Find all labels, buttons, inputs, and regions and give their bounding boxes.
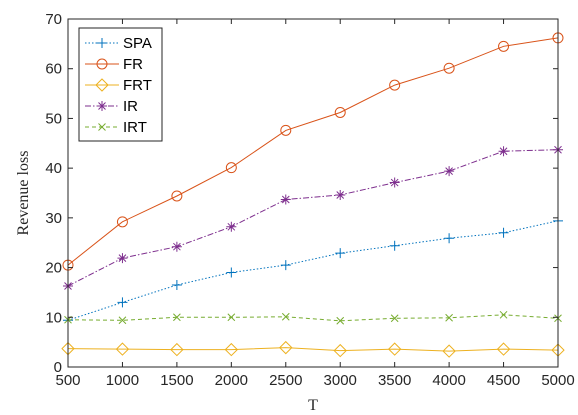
series-fr	[62, 32, 564, 271]
data-point-irt	[499, 310, 508, 319]
x-tick-label: 500	[55, 372, 80, 389]
series-line-frt	[67, 347, 559, 352]
data-point-spa	[389, 240, 400, 251]
legend-item-fr: FR	[85, 56, 143, 73]
legend-label: SPA	[123, 35, 152, 52]
data-point-spa	[498, 227, 509, 238]
data-point-ir	[226, 221, 237, 232]
data-point-irt	[281, 312, 290, 321]
legend-item-frt: FRT	[85, 77, 152, 94]
x-tick-label: 3500	[378, 372, 411, 389]
y-tick-label: 70	[45, 11, 62, 28]
data-point-frt	[442, 344, 456, 358]
legend-item-spa: SPA	[85, 35, 152, 52]
data-point-irt	[445, 313, 453, 322]
legend-label: FR	[123, 56, 143, 73]
data-point-spa	[117, 297, 128, 308]
series-line-fr	[67, 37, 559, 266]
legend-item-ir: IR	[85, 98, 138, 115]
x-axis-label: T	[308, 397, 318, 414]
data-point-ir	[498, 146, 509, 157]
data-point-irt	[390, 314, 399, 323]
y-tick-label: 50	[45, 110, 62, 127]
series-line-spa	[67, 220, 559, 321]
data-point-frt	[333, 343, 347, 358]
data-point-ir	[389, 177, 400, 188]
data-point-fr	[498, 40, 510, 52]
data-point-fr	[225, 162, 237, 174]
x-tick-label: 4000	[432, 372, 465, 389]
x-tick-label: 2000	[215, 372, 248, 389]
y-axis-label: Revenue loss	[15, 151, 32, 236]
data-point-frt	[115, 342, 130, 356]
data-point-frt	[170, 342, 184, 357]
x-tick-label: 5000	[541, 372, 574, 389]
y-tick-label: 0	[54, 359, 62, 376]
x-tick-label: 3000	[324, 372, 357, 389]
legend-label: IRT	[123, 119, 147, 136]
legend: SPA FR FRT IR IRT	[78, 27, 163, 142]
data-point-spa	[280, 260, 291, 271]
data-point-ir	[444, 166, 455, 177]
data-point-spa	[444, 233, 455, 244]
series-line-ir	[67, 149, 559, 287]
legend-label: FRT	[123, 77, 152, 94]
x-tick-label: 4500	[487, 372, 520, 389]
data-point-fr	[171, 190, 183, 202]
x-tick-label: 1000	[106, 372, 139, 389]
axis-ticks: 500 1000 1500 2000 2500 3000 3500 4000 4500 5000 0…	[45, 11, 574, 389]
legend-marker	[98, 123, 106, 131]
data-point-irt	[118, 316, 127, 325]
data-point-ir	[280, 194, 291, 205]
data-point-frt	[224, 342, 239, 357]
y-tick-label: 20	[45, 260, 62, 277]
series-spa	[63, 215, 563, 326]
data-point-ir	[171, 241, 182, 252]
data-point-ir	[335, 189, 346, 200]
x-tick-label: 2500	[269, 372, 302, 389]
legend-item-irt: IRT	[85, 119, 147, 136]
y-tick-label: 10	[45, 309, 62, 326]
data-point-fr	[443, 62, 455, 74]
x-tick-label: 1500	[160, 372, 193, 389]
legend-marker	[97, 38, 107, 48]
data-point-irt	[173, 313, 181, 322]
legend-label: IR	[123, 98, 138, 115]
series-ir	[63, 144, 563, 291]
y-tick-label: 40	[45, 160, 62, 177]
plot-frame	[67, 18, 559, 368]
y-tick-label: 30	[45, 210, 62, 227]
data-point-spa	[335, 248, 346, 259]
data-point-frt	[387, 342, 402, 356]
plot-layer	[61, 32, 565, 358]
series-line-irt	[67, 314, 559, 322]
data-point-irt	[227, 313, 236, 322]
series-frt	[61, 340, 565, 358]
data-point-fr	[116, 216, 128, 228]
data-point-fr	[334, 106, 346, 118]
data-point-irt	[336, 316, 345, 325]
data-point-frt	[279, 340, 293, 355]
data-point-ir	[117, 253, 128, 264]
legend-marker	[97, 101, 107, 111]
y-tick-label: 60	[45, 61, 62, 78]
data-point-fr	[389, 79, 401, 91]
data-point-fr	[280, 124, 292, 136]
data-point-spa	[226, 267, 237, 278]
data-point-frt	[496, 342, 511, 356]
legend-marker	[95, 78, 109, 92]
legend-marker	[96, 58, 108, 70]
data-point-spa	[171, 279, 182, 290]
series-irt	[64, 310, 562, 325]
